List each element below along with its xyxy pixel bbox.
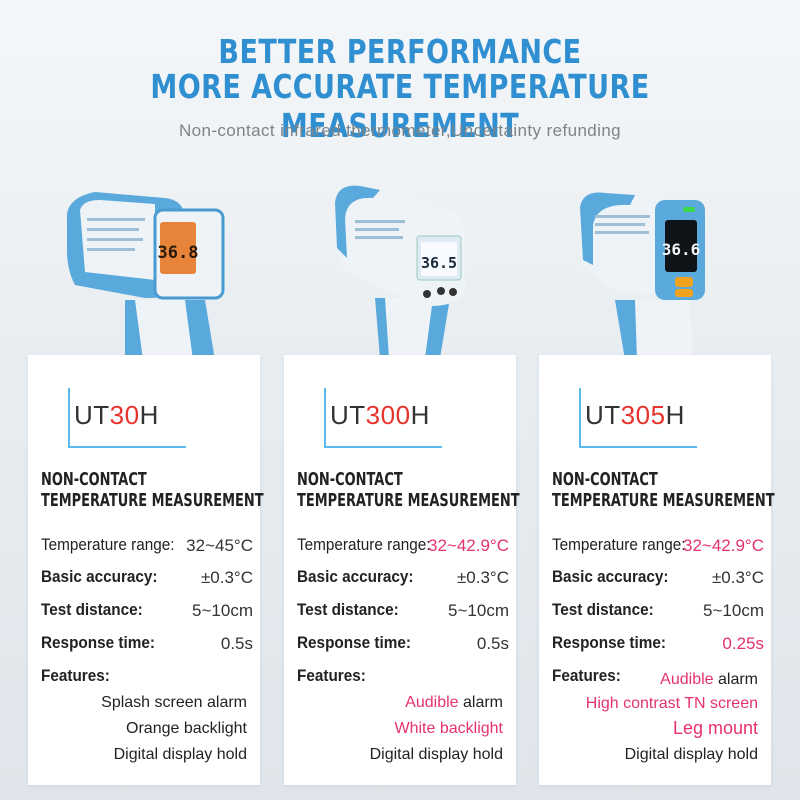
headline-2: MORE ACCURATE TEMPERATURE MEASUREMENT	[150, 67, 650, 145]
spec-temperature-range: Temperature range: 32~42.9°C	[552, 535, 764, 555]
feature-item: Leg mount	[672, 718, 758, 738]
spec-response-time: Response time: 0.25s	[552, 633, 764, 653]
feature-item: Orange backlight	[126, 720, 247, 737]
feature-item: Digital display hold	[624, 746, 758, 763]
spec-basic-accuracy: Basic accuracy: ±0.3°C	[297, 567, 509, 587]
model-box: UT30H	[68, 388, 186, 448]
spec-response-time: Response time: 0.5s	[297, 633, 509, 653]
lcd-reading: 36.5	[421, 254, 457, 272]
feature-item: High contrast TN screen	[585, 695, 758, 712]
spec-temperature-range: Temperature range: 32~42.9°C	[297, 535, 509, 555]
product-card-ut300h: UT300H NON-CONTACT TEMPERATURE MEASUREMEN…	[284, 355, 520, 785]
lcd-reading: 36.6	[662, 240, 701, 259]
headline-1: BETTER PERFORMANCE	[218, 32, 582, 71]
spec-test-distance: Test distance: 5~10cm	[297, 600, 509, 620]
feature-item: Digital display hold	[369, 746, 503, 763]
spec-basic-accuracy: Basic accuracy: ±0.3°C	[41, 567, 253, 587]
model-box: UT305H	[579, 388, 697, 448]
spec-test-distance: Test distance: 5~10cm	[552, 600, 764, 620]
spec-test-distance: Test distance: 5~10cm	[41, 600, 253, 620]
lcd-reading: 36.8	[158, 243, 199, 263]
model-name: UT300H	[330, 400, 430, 430]
spec-response-time: Response time: 0.5s	[41, 633, 253, 653]
feature-item: Audible alarm	[660, 671, 758, 688]
thermometer-ut300h-image: 36.5	[334, 185, 465, 358]
spec-basic-accuracy: Basic accuracy: ±0.3°C	[552, 567, 764, 587]
product-card-ut30h: UT30H NON-CONTACT TEMPERATURE MEASUREMENT…	[28, 355, 264, 785]
subtitle: Non-contact infrared thermometer,Uncerta…	[178, 121, 622, 140]
model-name: UT305H	[585, 400, 685, 430]
section-title: NON-CONTACT TEMPERATURE MEASUREMENT	[297, 469, 520, 511]
feature-item: Digital display hold	[113, 746, 247, 763]
section-title: NON-CONTACT TEMPERATURE MEASUREMENT	[41, 469, 264, 511]
features-label: Features:	[41, 666, 110, 685]
thermometer-ut30h-image: 36.8	[66, 192, 225, 360]
model-name: UT30H	[74, 400, 159, 430]
feature-item: White backlight	[394, 720, 504, 737]
spec-temperature-range: Temperature range: 32~45°C	[41, 535, 253, 555]
feature-item: Audible alarm	[405, 694, 503, 711]
section-title: NON-CONTACT TEMPERATURE MEASUREMENT	[552, 469, 775, 511]
feature-item: Splash screen alarm	[101, 694, 247, 711]
product-card-ut305h: UT305H NON-CONTACT TEMPERATURE MEASUREMEN…	[539, 355, 775, 785]
thermometer-ut305h-image: 36.6	[580, 192, 705, 360]
features-label: Features:	[552, 666, 621, 685]
features-label: Features:	[297, 666, 366, 685]
model-box: UT300H	[324, 388, 442, 448]
